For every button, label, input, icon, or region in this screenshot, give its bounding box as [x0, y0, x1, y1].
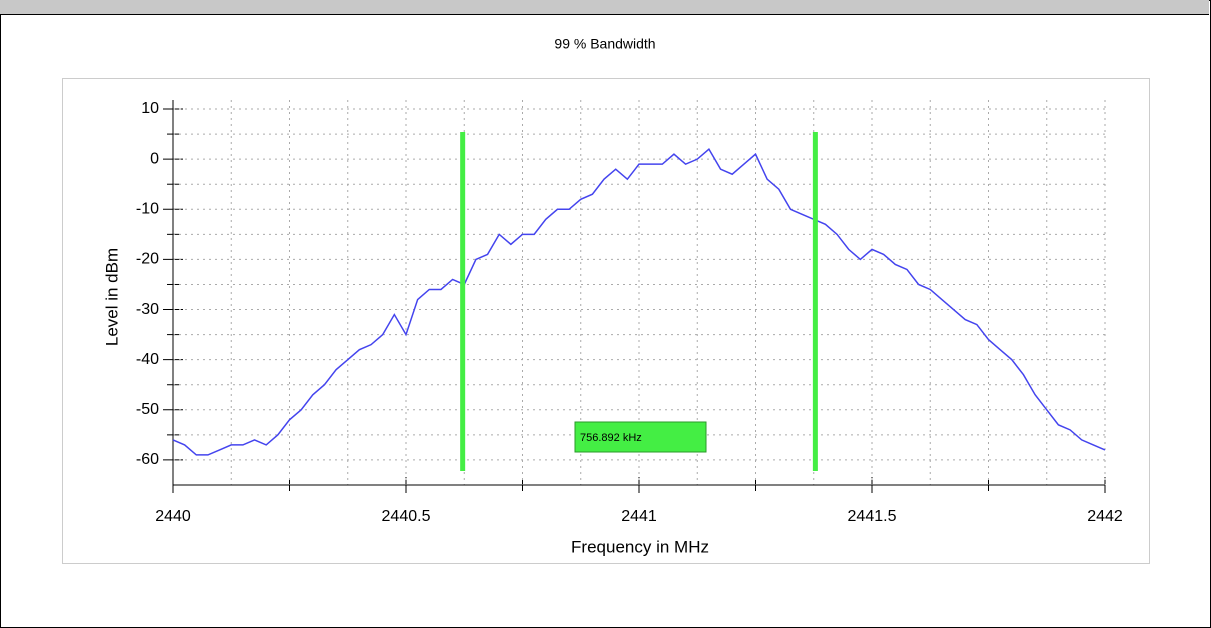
y-tick-label: 10: [141, 100, 159, 117]
x-tick-label: 2442: [1087, 508, 1123, 525]
y-axis-label: Level in dBm: [102, 248, 121, 346]
y-tick-label: -30: [136, 301, 159, 318]
y-tick-label: -10: [136, 201, 159, 218]
header-bar: [0, 0, 1209, 15]
annotation-box: [574, 421, 707, 453]
y-tick-label: -20: [136, 251, 159, 268]
y-tick-label: -50: [136, 401, 159, 418]
x-tick-label: 2440: [155, 508, 191, 525]
chart-title: 99 % Bandwidth: [554, 36, 655, 52]
chart-panel: [62, 78, 1150, 564]
annotation-text: 756.892 kHz: [580, 432, 642, 444]
y-tick-label: 0: [150, 150, 159, 167]
x-tick-label: 2441.5: [848, 508, 897, 525]
x-axis-label: Frequency in MHz: [571, 537, 709, 556]
x-tick-label: 2441: [621, 508, 657, 525]
series-line: [172, 147, 1106, 456]
x-tick-label: 2440.5: [382, 508, 431, 525]
y-tick-label: -60: [136, 451, 159, 468]
y-tick-label: -40: [136, 351, 159, 368]
